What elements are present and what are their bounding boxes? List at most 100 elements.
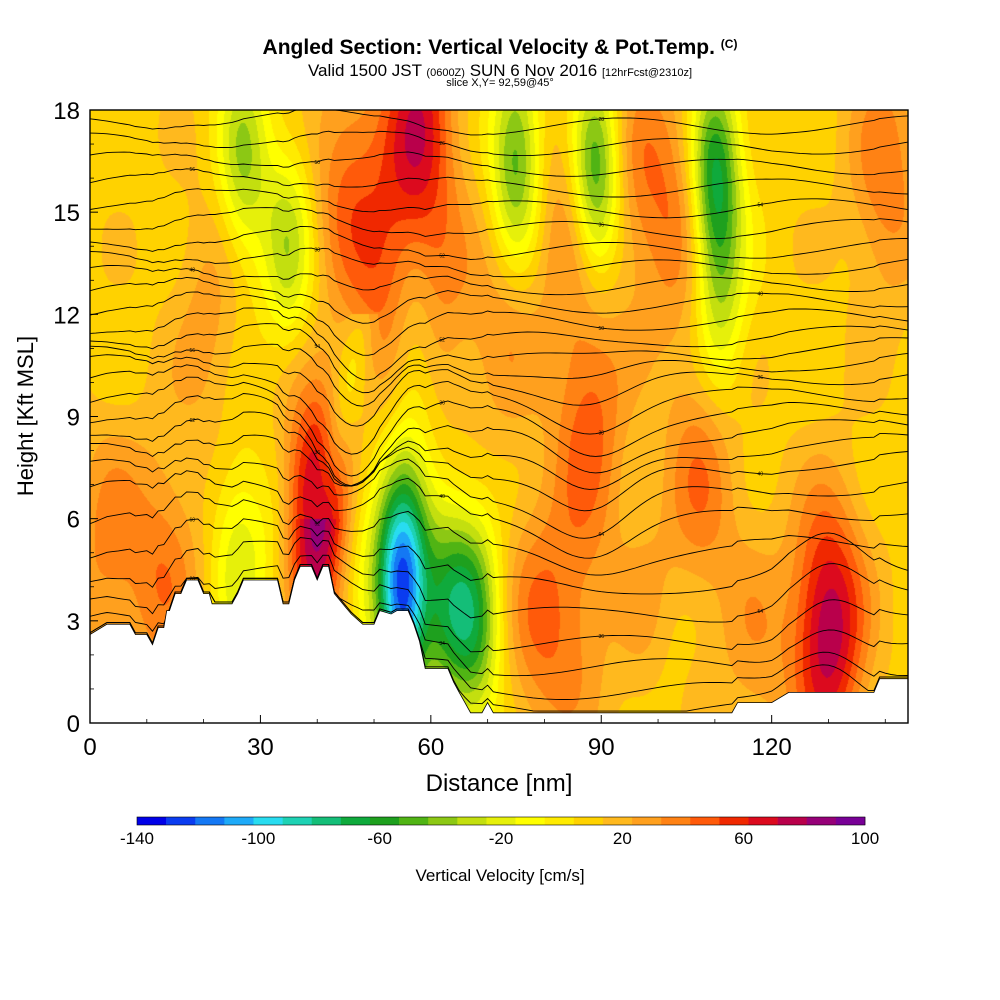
- contour-label: 54: [758, 203, 764, 209]
- contour-label: 40: [758, 472, 764, 478]
- contour-label: 62: [189, 418, 195, 424]
- contour-label: 40: [758, 291, 764, 297]
- isentrope-line: [90, 130, 908, 157]
- valid-date: SUN 6 Nov 2016: [469, 61, 598, 80]
- isentrope-line: [90, 168, 908, 198]
- contour-label: 26: [189, 576, 195, 582]
- colorbar-swatch: [486, 817, 516, 825]
- contour-label: 36: [758, 375, 764, 381]
- colorbar-swatch: [515, 817, 545, 825]
- contour-label: 52: [439, 338, 445, 344]
- colorbar-swatch: [748, 817, 778, 825]
- isentrope-line: [90, 207, 908, 240]
- isentrope-line: [90, 537, 908, 623]
- colorbar-swatch: [224, 817, 254, 825]
- contour-label: 64: [598, 532, 604, 538]
- isentrope-line: [90, 265, 908, 296]
- colorbar-frame: [136, 816, 866, 826]
- isentrope-line: [90, 307, 908, 381]
- forecast-info: [12hrFcst@2310z]: [602, 67, 693, 79]
- y-tick-label: 0: [67, 711, 80, 738]
- colorbar-swatch: [195, 817, 225, 825]
- chart-title-text: Angled Section: Vertical Velocity & Pot.…: [262, 36, 715, 59]
- isentrope-line: [90, 323, 908, 394]
- contour-label: 40: [439, 494, 445, 500]
- colorbar-tick-label: 20: [613, 829, 632, 848]
- colorbar-tick-label: 60: [734, 829, 753, 848]
- contour-label: 38: [598, 431, 604, 437]
- colorbar-tick-label: 100: [851, 829, 879, 848]
- isentrope-line: [90, 376, 908, 477]
- colorbar-swatch: [282, 817, 313, 825]
- isentrope-line: [90, 491, 908, 576]
- isentrope-line: [90, 226, 908, 260]
- colorbar-swatch: [573, 817, 604, 825]
- isentrope-line: [90, 354, 908, 427]
- contour-label: 56: [189, 167, 195, 173]
- contour-label: 36: [598, 634, 604, 640]
- isentrope-line: [90, 470, 908, 559]
- colorbar: -140 -100 -60 -20 20 60 100: [120, 816, 879, 848]
- colorbar-swatch: [137, 817, 167, 825]
- plot-area: 26 50 34 36 54 60 52 40 64 40 62 36 36 38 36 56 54 52 50 40…: [90, 110, 908, 723]
- colorbar-swatch: [340, 817, 371, 825]
- colorbar-swatch: [166, 817, 196, 825]
- colorbar-swatch: [399, 817, 429, 825]
- isentrope-line: [90, 151, 908, 177]
- contour-label: 50: [314, 160, 320, 166]
- contour-label: 36: [439, 400, 445, 406]
- x-axis-label: Distance [nm]: [426, 770, 573, 797]
- contour-label: 50: [598, 326, 604, 332]
- y-tick-label: 9: [67, 405, 80, 432]
- contour-label: 54: [314, 344, 320, 350]
- x-tick-label: 60: [417, 734, 444, 761]
- contour-label: 36: [314, 450, 320, 456]
- contour-label: 48: [189, 268, 195, 274]
- colorbar-swatch: [428, 817, 458, 825]
- y-tick-label: 12: [53, 302, 80, 329]
- x-tick-label: 120: [752, 734, 792, 761]
- contour-label: 38: [314, 248, 320, 254]
- colorbar-swatch: [690, 817, 720, 825]
- potential-temperature-contours: [90, 110, 908, 712]
- colorbar-swatch: [457, 817, 487, 825]
- isentrope-line: [90, 554, 908, 653]
- isentrope-line: [90, 411, 908, 490]
- valid-utc: (0600Z): [426, 67, 465, 79]
- contour-label: 26: [439, 141, 445, 147]
- x-tick-label: 30: [247, 734, 274, 761]
- isentrope-line: [90, 110, 908, 136]
- colorbar-swatch: [632, 817, 662, 825]
- y-tick-label: 3: [67, 609, 80, 636]
- colorbar-swatch: [719, 817, 749, 825]
- valid-time: Valid 1500 JST: [307, 61, 422, 80]
- colorbar-label: Vertical Velocity [cm/s]: [415, 866, 584, 885]
- isentrope-line: [90, 564, 908, 677]
- x-tick-label: 90: [588, 734, 615, 761]
- isentrope-line: [90, 364, 908, 455]
- y-axis-label: Height [Kft MSL]: [13, 336, 38, 496]
- terrain-mask: [90, 565, 908, 723]
- colorbar-tick-label: -100: [241, 829, 275, 848]
- colorbar-swatch: [311, 817, 342, 825]
- colorbar-swatch: [544, 817, 575, 825]
- colorbar-tick-label: -60: [367, 829, 392, 848]
- contour-label: 52: [314, 522, 320, 528]
- chart-title: Angled Section: Vertical Velocity & Pot.…: [0, 36, 1000, 60]
- x-tick-label: 0: [83, 734, 96, 761]
- isentrope-line: [90, 247, 908, 278]
- colorbar-swatch: [661, 817, 691, 825]
- isentrope-line: [90, 434, 908, 512]
- colorbar-swatch: [369, 817, 400, 825]
- contour-label: 36: [598, 222, 604, 228]
- contour-label: 28: [598, 117, 604, 123]
- chart-subtitle: Valid 1500 JST (0600Z) SUN 6 Nov 2016 [1…: [0, 61, 1000, 81]
- colorbar-tick-label: -140: [120, 829, 154, 848]
- colorbar-swatch: [253, 817, 283, 825]
- y-tick-label: 18: [53, 98, 80, 125]
- contour-label: 34: [439, 641, 445, 647]
- y-tick-label: 6: [67, 507, 80, 534]
- isentrope-line: [90, 188, 908, 219]
